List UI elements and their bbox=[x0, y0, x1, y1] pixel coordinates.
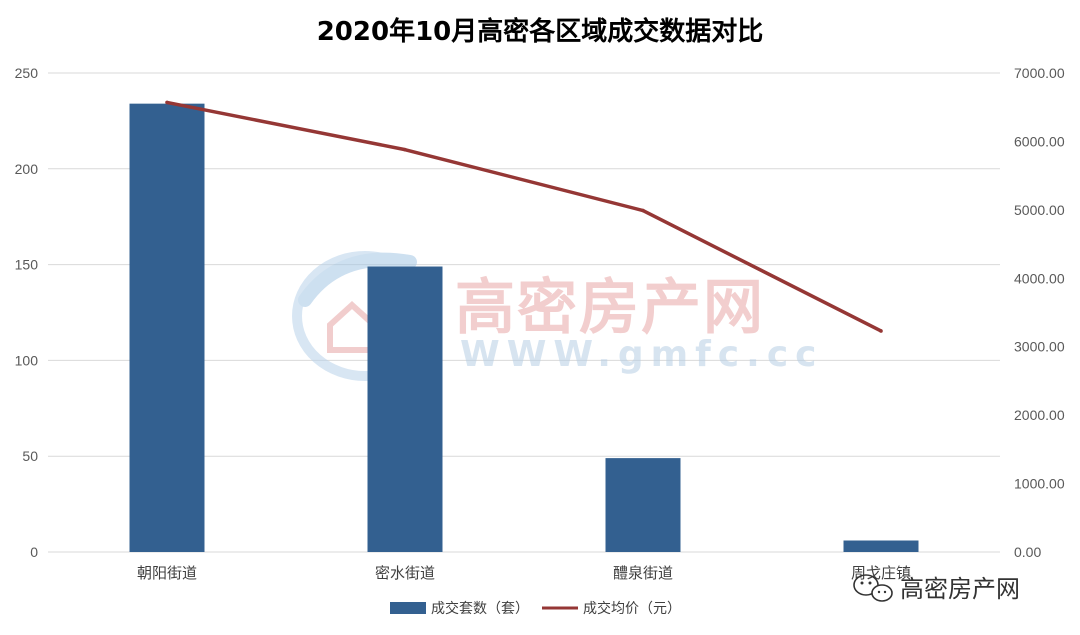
right-tick-label: 4000.00 bbox=[1014, 270, 1065, 286]
category-label: 密水街道 bbox=[375, 564, 435, 582]
right-tick-label: 0.00 bbox=[1014, 544, 1041, 560]
left-axis: 0 50 100 150 200 250 bbox=[15, 65, 39, 560]
category-label: 朝阳街道 bbox=[137, 564, 197, 582]
left-tick-label: 150 bbox=[15, 257, 39, 273]
bar bbox=[129, 103, 205, 552]
left-tick-label: 100 bbox=[15, 352, 39, 368]
right-tick-label: 3000.00 bbox=[1014, 339, 1065, 355]
legend-bar-swatch bbox=[390, 602, 426, 614]
line-point bbox=[403, 147, 407, 152]
legend-bar-label: 成交套数（套） bbox=[431, 600, 529, 617]
right-tick-label: 1000.00 bbox=[1014, 476, 1065, 492]
right-tick-label: 2000.00 bbox=[1014, 407, 1065, 423]
line-point bbox=[165, 100, 169, 105]
legend: 成交套数（套） 成交均价（元） bbox=[390, 600, 681, 617]
watermark-url: WWW.gmfc.cc bbox=[460, 334, 824, 375]
category-axis: 朝阳街道 密水街道 醴泉街道 周戈庄镇 bbox=[137, 564, 911, 582]
gridlines bbox=[48, 72, 1000, 553]
line-path bbox=[166, 100, 882, 333]
watermark: 高密房产网 WWW.gmfc.cc bbox=[292, 251, 824, 381]
left-tick-label: 200 bbox=[15, 161, 39, 177]
bar bbox=[843, 540, 919, 552]
bar bbox=[605, 458, 681, 552]
chart-title: 2020年10月高密各区域成交数据对比 bbox=[317, 16, 764, 47]
bar-series bbox=[129, 103, 919, 552]
line-series bbox=[165, 100, 883, 333]
badge-text: 高密房产网 bbox=[900, 575, 1020, 603]
right-tick-label: 7000.00 bbox=[1014, 65, 1065, 81]
bar bbox=[367, 266, 443, 552]
right-tick-label: 6000.00 bbox=[1014, 133, 1065, 149]
right-axis: 0.00 1000.00 2000.00 3000.00 4000.00 5000.00 6… bbox=[1014, 65, 1065, 560]
line-point bbox=[641, 208, 645, 213]
right-tick-label: 5000.00 bbox=[1014, 202, 1065, 218]
category-label: 醴泉街道 bbox=[613, 564, 673, 582]
left-tick-label: 50 bbox=[22, 448, 38, 464]
left-tick-label: 0 bbox=[30, 544, 38, 560]
left-tick-label: 250 bbox=[15, 65, 39, 81]
line-point bbox=[879, 329, 883, 333]
watermark-name: 高密房产网 bbox=[455, 273, 765, 343]
legend-line-label: 成交均价（元） bbox=[583, 600, 681, 617]
source-badge: 高密房产网 bbox=[853, 574, 1020, 603]
wechat-icon bbox=[853, 574, 893, 602]
category-label: 周戈庄镇 bbox=[851, 564, 911, 582]
